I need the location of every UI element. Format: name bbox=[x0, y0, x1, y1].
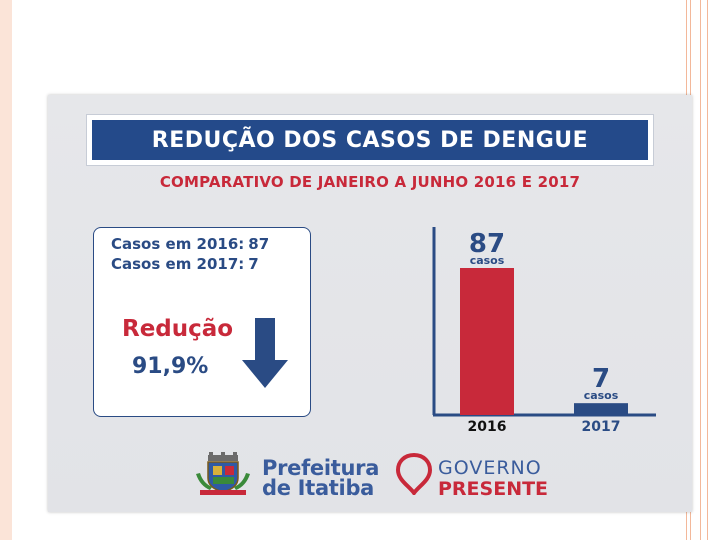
infographic-panel: REDUÇÃO DOS CASOS DE DENGUE COMPARATIVO … bbox=[48, 95, 692, 512]
stat-label-2016: Casos em 2016: bbox=[111, 235, 245, 253]
chart-unit-label: casos bbox=[470, 254, 505, 267]
chart-unit-label: casos bbox=[584, 389, 619, 402]
reduction-percentage: 91,9% bbox=[132, 354, 209, 379]
infographic-title: REDUÇÃO DOS CASOS DE DENGUE bbox=[151, 127, 589, 153]
governo-logo-line1: GOVERNO bbox=[438, 457, 542, 479]
infographic-subtitle: COMPARATIVO DE JANEIRO A JUNHO 2016 E 20… bbox=[159, 173, 581, 191]
title-banner: REDUÇÃO DOS CASOS DE DENGUE bbox=[86, 114, 654, 166]
prefeitura-logo-line2: de Itatiba bbox=[262, 476, 375, 500]
down-arrow-icon bbox=[242, 318, 288, 388]
stat-label-2017: Casos em 2017: bbox=[111, 255, 245, 273]
chart-category-label: 2017 bbox=[582, 419, 621, 435]
chart-category-label: 2016 bbox=[468, 419, 507, 435]
chart-bar-2017 bbox=[574, 403, 628, 415]
stat-value-2016: 87 bbox=[248, 235, 270, 253]
slide-left-border bbox=[0, 0, 12, 540]
chart-bar-2016 bbox=[460, 268, 514, 415]
title-banner-inner: REDUÇÃO DOS CASOS DE DENGUE bbox=[92, 120, 648, 160]
slide-rule bbox=[707, 0, 708, 540]
reduction-label: Redução bbox=[122, 316, 234, 342]
stat-line-2016: Casos em 2016: 87 bbox=[111, 235, 269, 253]
slide-right-margin bbox=[690, 0, 720, 540]
slide-rule bbox=[700, 0, 701, 540]
governo-logo-line2: PRESENTE bbox=[438, 478, 549, 500]
city-crest-logo bbox=[196, 452, 250, 495]
stat-value-2017: 7 bbox=[248, 255, 259, 273]
stats-box: Casos em 2016: 87 Casos em 2017: 7 Redução… bbox=[93, 227, 311, 417]
prefeitura-logo-line1: Prefeitura bbox=[262, 456, 380, 480]
chart-value-label: 7 bbox=[592, 364, 610, 394]
chart-value-label: 87 bbox=[469, 229, 505, 259]
stat-line-2017: Casos em 2017: 7 bbox=[111, 255, 259, 273]
location-pin-icon bbox=[396, 453, 432, 495]
